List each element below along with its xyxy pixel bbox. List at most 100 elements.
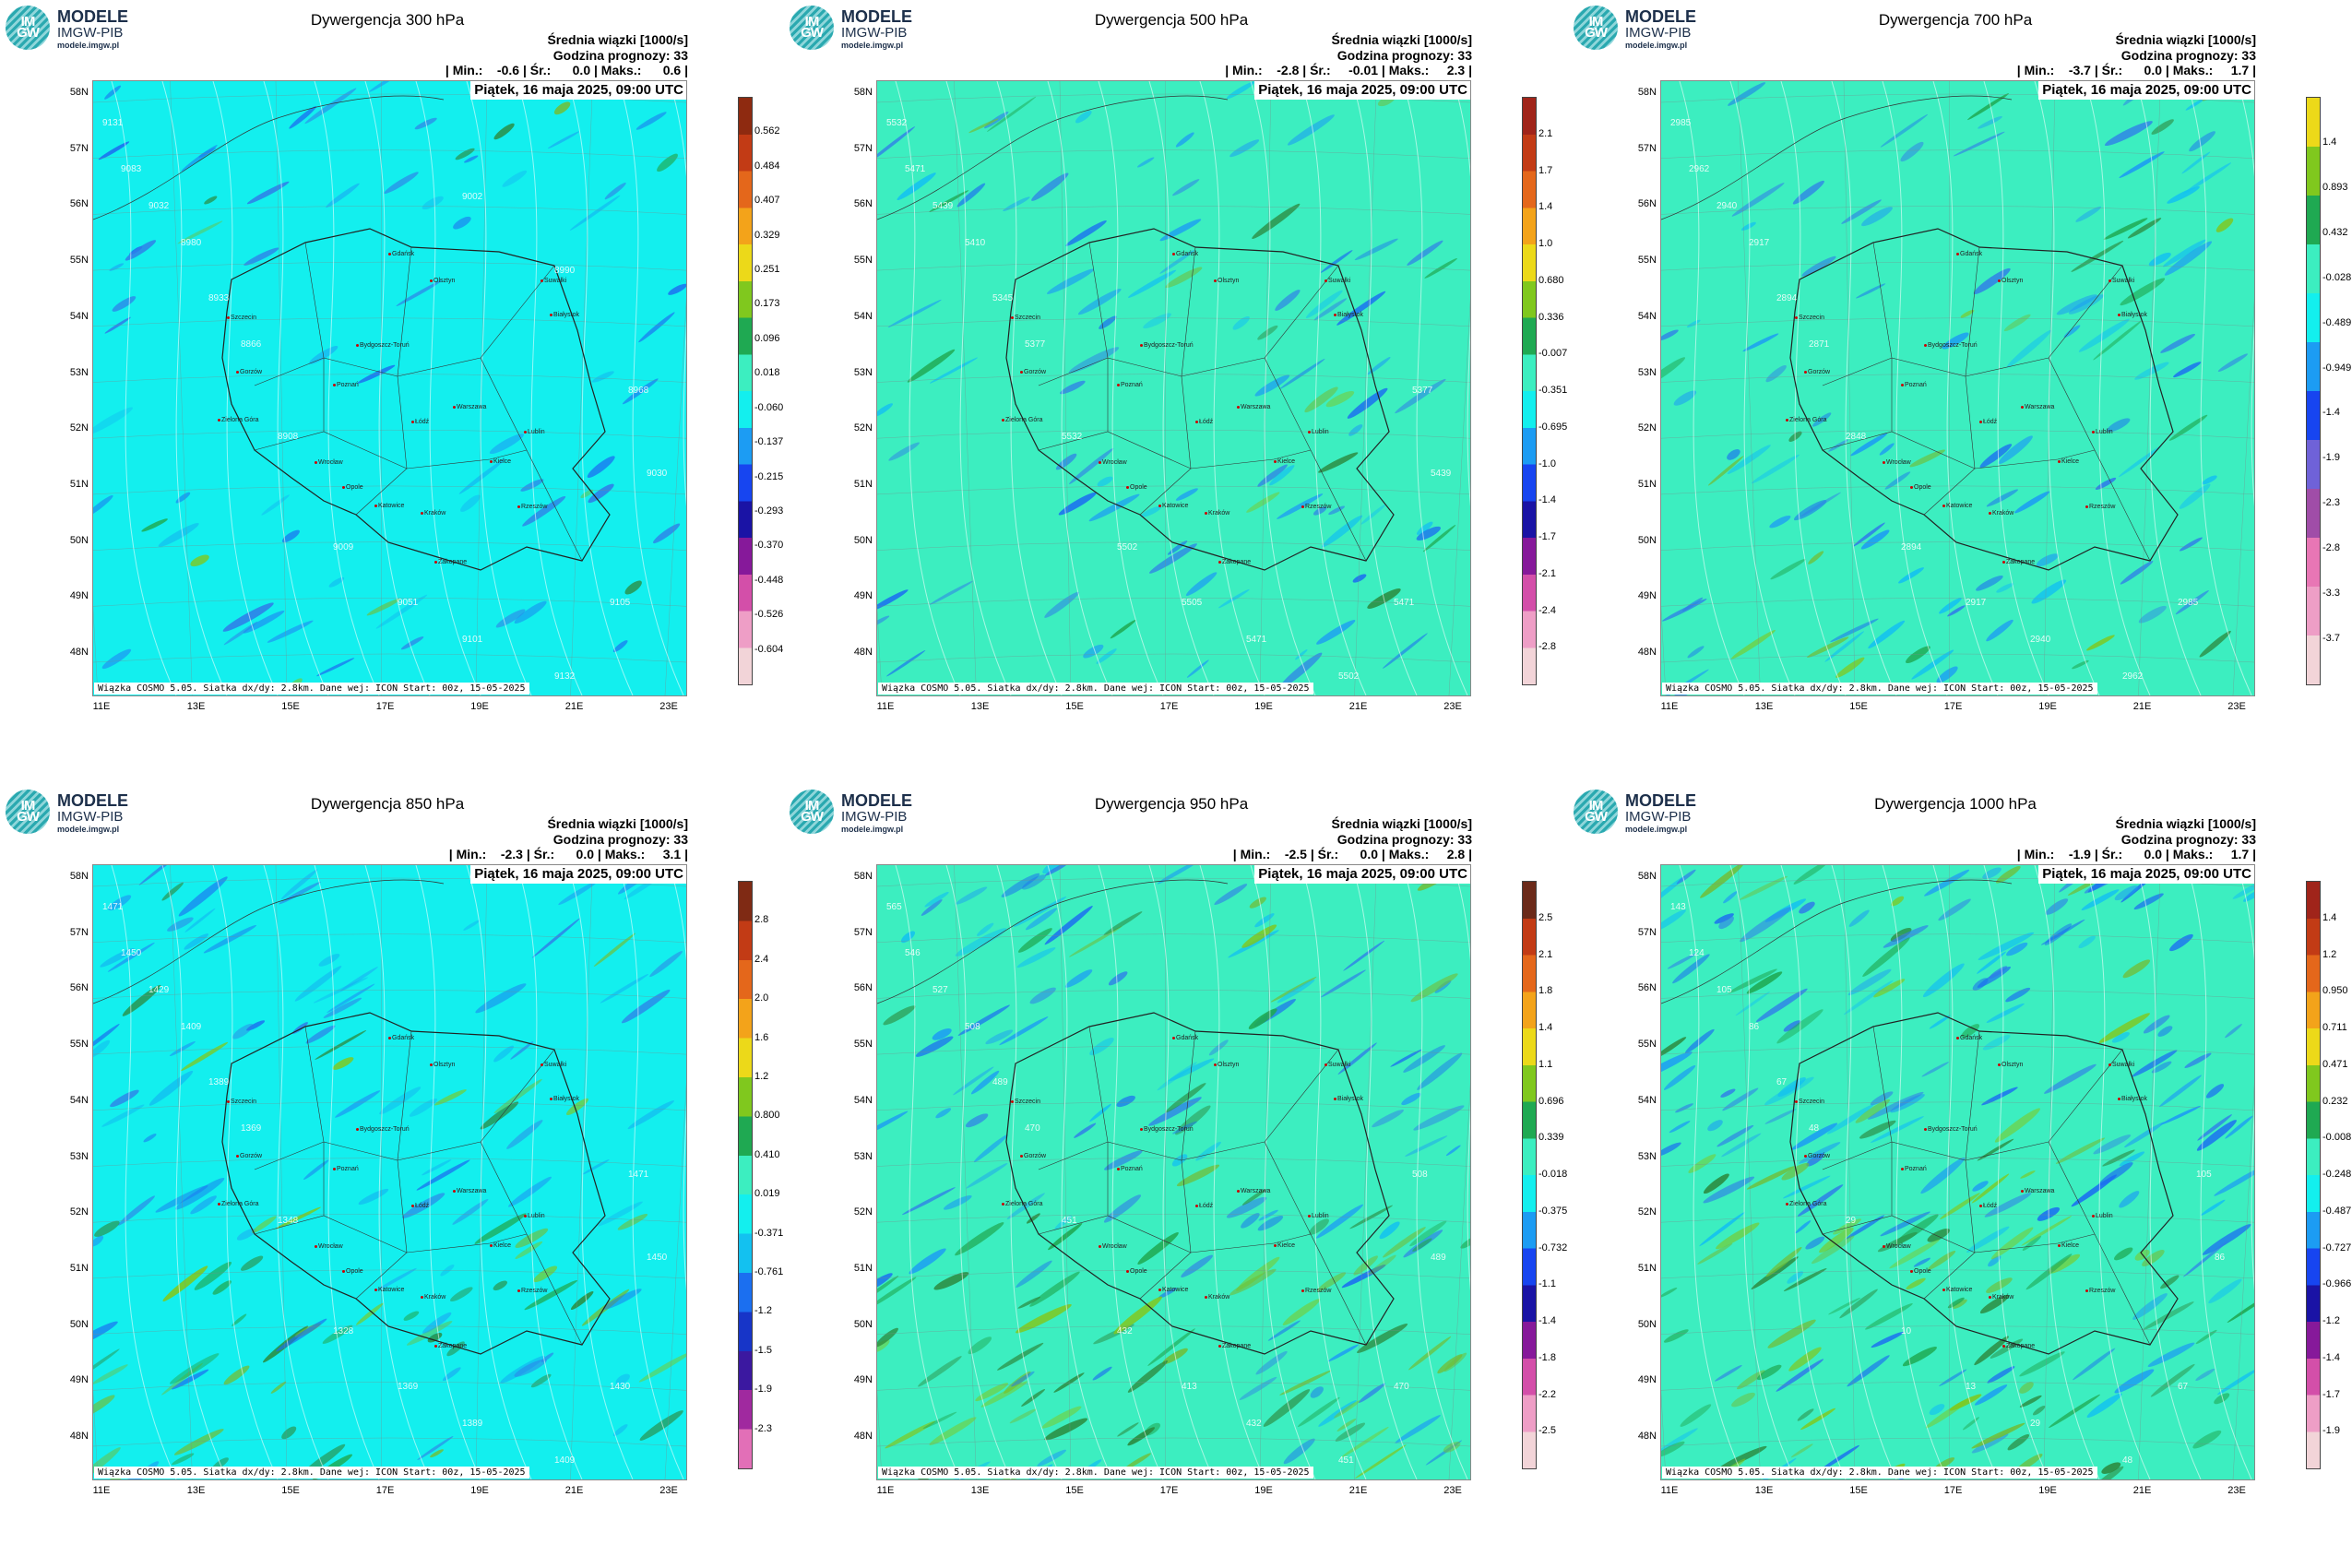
divergence-streak bbox=[2124, 1122, 2165, 1147]
divergence-streak bbox=[1316, 620, 1356, 645]
isoline bbox=[314, 81, 380, 695]
divergence-streak bbox=[1971, 1173, 2010, 1204]
divergence-streak bbox=[1924, 869, 1970, 897]
divergence-streak bbox=[403, 1311, 420, 1321]
city-label: Bydgoszcz-Toruń bbox=[1924, 342, 1978, 349]
divergence-streak bbox=[1048, 1223, 1083, 1251]
divergence-streak bbox=[1379, 1221, 1400, 1240]
divergence-streak bbox=[1341, 1264, 1386, 1289]
divergence-streak bbox=[1974, 1336, 2009, 1366]
divergence-streak bbox=[1055, 453, 1077, 470]
divergence-streak bbox=[1765, 1247, 1802, 1277]
longitude-label: 23E bbox=[1443, 1485, 1462, 1496]
isoline bbox=[1729, 81, 1796, 695]
divergence-streak bbox=[2071, 240, 2124, 272]
city-label: Rzeszów bbox=[1301, 1288, 1331, 1294]
imgw-logo-icon bbox=[6, 6, 50, 50]
city-label: Kielce bbox=[1274, 1242, 1295, 1249]
divergence-streak bbox=[2179, 537, 2203, 552]
isoline bbox=[945, 81, 1012, 695]
city-label: Kraków bbox=[1989, 1294, 2013, 1301]
logo-subtitle: IMGW-PIB bbox=[57, 25, 124, 41]
divergence-streak bbox=[2181, 151, 2211, 174]
divergence-streak bbox=[1962, 1417, 1980, 1431]
isoline-label: 8866 bbox=[241, 339, 262, 350]
divergence-streak bbox=[2160, 1275, 2180, 1289]
model-credit: Wiązka COSMO 5.05. Siatka dx/dy: 2.8km. … bbox=[878, 1467, 1313, 1479]
divergence-streak bbox=[93, 1039, 111, 1059]
divergence-streak bbox=[968, 1336, 992, 1355]
latitude-label: 55N bbox=[1637, 1039, 1657, 1051]
isoline-label: 470 bbox=[1394, 1382, 1409, 1392]
divergence-streak bbox=[1728, 82, 1766, 106]
isoline-label: 9083 bbox=[121, 164, 142, 174]
latitude-label: 54N bbox=[853, 310, 873, 322]
colorbar-ticks: 2.5 2.1 1.8 1.4 1.1 0.696 0.339 -0.018 -0.375 -0.… bbox=[1538, 881, 1575, 1467]
city-label: Szczecin bbox=[1011, 1099, 1040, 1105]
divergence-streak bbox=[2113, 1247, 2133, 1261]
divergence-streak bbox=[1795, 1220, 1812, 1234]
divergence-streak bbox=[1232, 316, 1250, 330]
isoline-label: 5377 bbox=[1025, 339, 1046, 350]
divergence-streak bbox=[2138, 605, 2167, 624]
isoline bbox=[567, 81, 634, 695]
divergence-streak bbox=[450, 1287, 473, 1302]
isoline bbox=[1148, 81, 1215, 695]
logo-url: modele.imgw.pl bbox=[1625, 41, 1688, 50]
city-label: Zielona Góra bbox=[218, 417, 258, 423]
city-label: Katowice bbox=[374, 503, 404, 509]
divergence-streak bbox=[587, 456, 615, 479]
divergence-streak bbox=[409, 1098, 438, 1117]
city-label: Kielce bbox=[2058, 458, 2079, 465]
latitude-label: 50N bbox=[1637, 534, 1657, 546]
isoline-label: 1389 bbox=[462, 1419, 483, 1429]
isoline-label: 5377 bbox=[1412, 386, 1433, 396]
city-label: Zakopane bbox=[1218, 1343, 1251, 1349]
isoline bbox=[1047, 81, 1113, 695]
isoline bbox=[1351, 81, 1418, 695]
colorbar-tick-label: 2.0 bbox=[754, 992, 769, 1004]
divergence-streak bbox=[400, 636, 424, 650]
divergence-streak bbox=[1089, 1103, 1111, 1123]
colorbar-tick-label: 0.562 bbox=[754, 125, 780, 137]
colorbar-tick-label: 0.680 bbox=[1538, 274, 1564, 286]
divergence-streak bbox=[489, 434, 524, 455]
divergence-streak bbox=[2202, 475, 2217, 485]
divergence-streak bbox=[110, 1089, 139, 1108]
isoline bbox=[1932, 865, 1999, 1479]
divergence-streak bbox=[1025, 908, 1058, 931]
divergence-streak bbox=[1730, 630, 1776, 659]
divergence-streak bbox=[104, 316, 131, 334]
divergence-streak bbox=[1046, 268, 1095, 294]
longitude-line bbox=[275, 865, 288, 1479]
geopotential-isolines bbox=[1679, 81, 2254, 695]
divergence-streak bbox=[1861, 207, 1893, 227]
city-label: Białystok bbox=[2118, 1096, 2147, 1102]
colorbar-tick-label: 0.711 bbox=[2322, 1022, 2347, 1033]
map-field bbox=[1661, 81, 2254, 695]
colorbar-ticks: 2.8 2.4 2.0 1.6 1.2 0.800 0.410 0.019 -0.371 -0.7… bbox=[754, 881, 791, 1467]
divergence-streak bbox=[1826, 1104, 1874, 1134]
divergence-streak bbox=[510, 1041, 534, 1060]
isoline-label: 2917 bbox=[1749, 238, 1770, 248]
city-label: Kielce bbox=[1274, 458, 1295, 465]
divergence-streak bbox=[2093, 1134, 2132, 1155]
divergence-streak bbox=[1728, 968, 1777, 993]
latitude-label: 57N bbox=[1637, 926, 1657, 938]
poland-border bbox=[1005, 1012, 1395, 1355]
geopotential-isolines bbox=[895, 865, 1470, 1479]
divergence-streak bbox=[2086, 1393, 2122, 1419]
divergence-streak bbox=[2114, 1369, 2155, 1394]
city-label: Łódź bbox=[1979, 1203, 1997, 1209]
divergence-streak bbox=[243, 610, 285, 634]
divergence-streak bbox=[1409, 1220, 1447, 1247]
colorbar-tick-label: 0.018 bbox=[754, 367, 780, 379]
divergence-streak bbox=[943, 1194, 972, 1210]
isoline bbox=[1453, 865, 1470, 1290]
divergence-streak bbox=[474, 1213, 527, 1244]
divergence-streak bbox=[1304, 386, 1338, 413]
divergence-streak bbox=[1322, 515, 1363, 548]
latitude-line bbox=[93, 206, 686, 215]
divergence-streak bbox=[929, 580, 974, 605]
divergence-streak bbox=[281, 529, 300, 543]
